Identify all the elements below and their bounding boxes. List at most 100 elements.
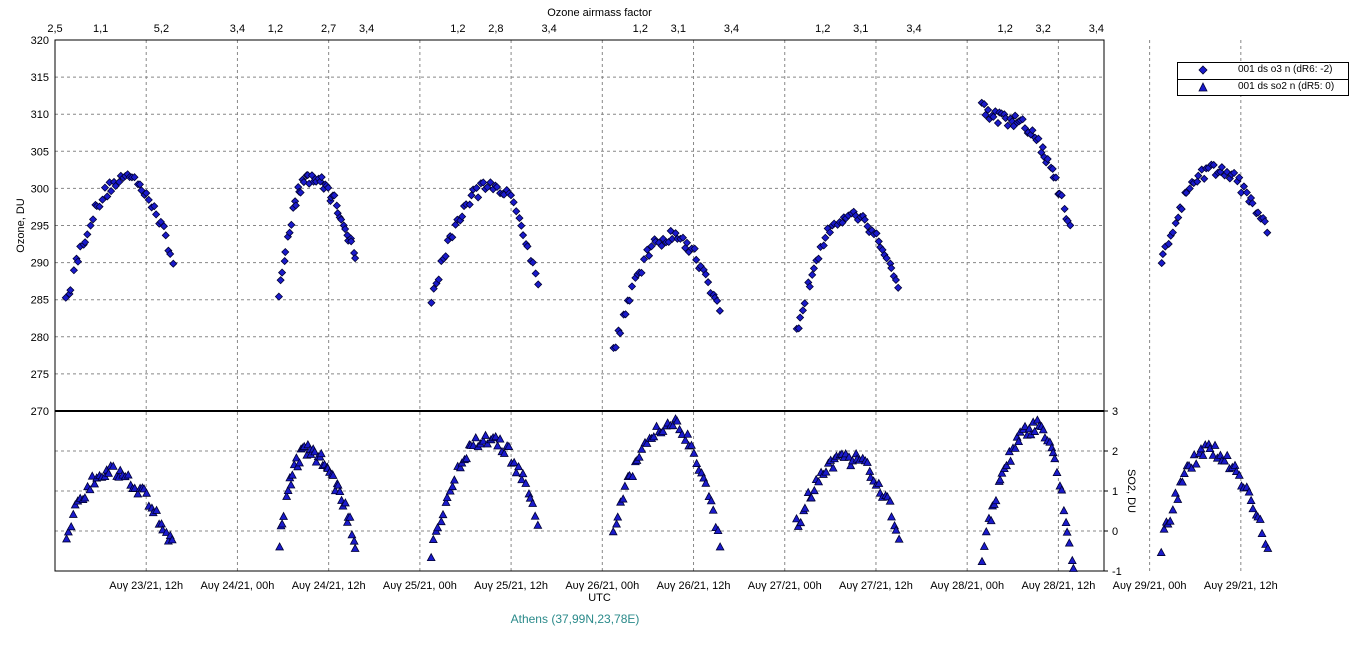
so2-point <box>287 470 297 479</box>
o3-point <box>860 215 869 224</box>
so2-point <box>455 462 465 472</box>
o3-point <box>805 282 814 291</box>
so2-point <box>642 438 652 447</box>
o3-point <box>515 214 524 223</box>
so2-point <box>1014 436 1024 445</box>
o3-point <box>657 241 666 250</box>
o3-point <box>427 298 436 307</box>
so2-point <box>471 433 481 442</box>
o3-point <box>86 221 95 230</box>
x-tick-label: Aυγ 29/21, 12h <box>1204 580 1278 592</box>
o3-point <box>287 220 296 229</box>
o3-point <box>1217 163 1226 172</box>
o3-point <box>983 105 993 114</box>
o3-point <box>152 210 161 219</box>
so2-point <box>481 430 491 439</box>
y-tick-label-upper: 270 <box>31 406 49 418</box>
so2-point <box>491 431 501 441</box>
so2-point <box>708 505 718 514</box>
o3-point <box>825 228 835 237</box>
y-tick-label-upper: 275 <box>31 369 49 381</box>
so2-point <box>800 503 810 512</box>
o3-point <box>83 230 92 239</box>
so2-point <box>658 426 668 435</box>
so2-point <box>157 519 166 528</box>
so2-point <box>1052 467 1062 476</box>
o3-point <box>887 263 896 273</box>
o3-point <box>1230 168 1239 177</box>
so2-point <box>1062 527 1072 536</box>
so2-point <box>63 527 73 536</box>
top-tick-label: 2,5 <box>47 23 62 35</box>
so2-point <box>478 436 488 445</box>
so2-point <box>997 468 1007 477</box>
o3-point <box>474 193 483 202</box>
so2-point <box>977 556 987 566</box>
x-tick-label: Aυγ 24/21, 12h <box>292 580 366 592</box>
so2-point <box>152 505 162 514</box>
o3-point <box>332 201 341 210</box>
o3-point <box>1018 115 1027 124</box>
o3-point <box>492 182 502 192</box>
o3-point <box>142 189 151 198</box>
x-tick-label: Aυγ 25/21, 12h <box>474 580 548 592</box>
so2-point <box>1220 456 1230 465</box>
so2-point <box>991 495 1001 505</box>
o3-point <box>281 247 290 257</box>
so2-point <box>449 475 459 484</box>
top-tick-label: 3,4 <box>230 23 245 35</box>
o3-point <box>1242 188 1251 197</box>
o3-point <box>809 264 819 273</box>
o3-point <box>701 270 710 279</box>
so2-point <box>133 489 143 498</box>
o3-point <box>441 252 450 261</box>
diamond-marker-icon <box>1198 65 1208 75</box>
top-tick-label: 2,8 <box>488 23 503 35</box>
so2-point <box>844 452 854 461</box>
o3-point <box>95 202 104 211</box>
so2-point <box>806 493 816 502</box>
so2-point <box>680 435 690 444</box>
o3-point <box>643 245 652 254</box>
top-tick-label: 3,4 <box>541 23 556 35</box>
so2-point <box>628 471 638 481</box>
o3-point <box>69 266 78 275</box>
so2-point <box>442 492 452 502</box>
o3-point <box>1174 213 1183 222</box>
o3-point <box>506 191 516 200</box>
so2-point <box>1187 463 1197 472</box>
so2-point <box>1179 468 1189 477</box>
top-tick-label: 1,2 <box>268 23 283 35</box>
so2-point <box>1156 547 1166 556</box>
o3-point <box>1248 199 1257 208</box>
o3-point <box>66 286 75 295</box>
y-tick-label-upper: 280 <box>31 332 49 344</box>
o3-point <box>351 254 360 263</box>
o3-point <box>621 310 630 319</box>
o3-point <box>324 183 333 192</box>
so2-point <box>1024 424 1034 433</box>
y-tick-label-lower: 3 <box>1112 406 1118 418</box>
so2-point <box>62 534 72 543</box>
o3-point <box>690 244 699 253</box>
o3-point <box>1260 217 1269 226</box>
so2-point <box>792 514 801 523</box>
top-tick-label: 3,1 <box>853 23 868 35</box>
x-tick-label: Aυγ 28/21, 12h <box>1021 580 1095 592</box>
o3-point <box>980 100 989 109</box>
so2-point <box>1246 495 1256 504</box>
o3-point <box>103 192 112 201</box>
so2-point <box>1244 487 1254 496</box>
so2-point <box>649 432 659 441</box>
so2-point <box>1064 538 1074 547</box>
o3-point <box>1253 208 1263 217</box>
o3-point <box>800 299 809 308</box>
marks-layer <box>61 98 1273 572</box>
so2-point <box>1165 516 1175 525</box>
so2-point <box>311 457 321 466</box>
so2-point <box>499 448 509 457</box>
o3-point <box>1066 221 1075 230</box>
o3-point <box>704 278 713 287</box>
so2-point <box>713 525 723 535</box>
so2-point <box>104 468 113 477</box>
